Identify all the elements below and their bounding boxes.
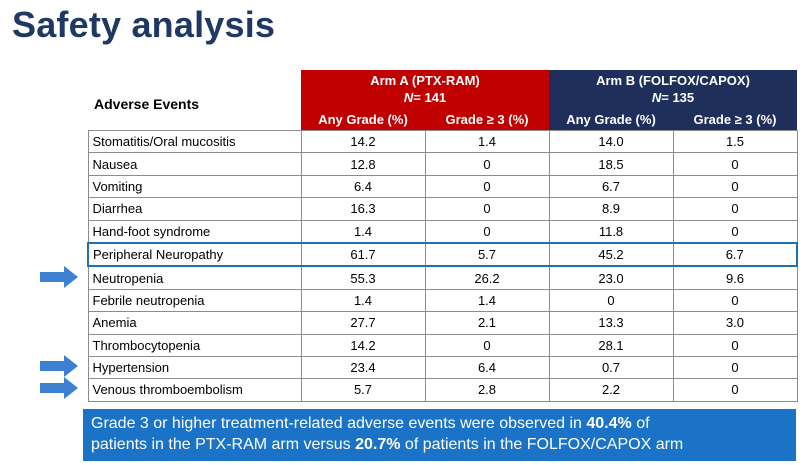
arm-a-any-grade-cell: 1.4 <box>300 288 426 313</box>
arm-b-any-grade-cell: 0.7 <box>548 355 674 380</box>
right-arrow-icon <box>40 377 78 399</box>
table-row: Nausea 12.8 0 18.5 0 <box>87 152 798 176</box>
arm-b-grade3-header: Grade ≥ 3 (%) <box>673 108 797 131</box>
table-row: Hypertension 23.4 6.4 0.7 0 <box>87 355 798 380</box>
event-name: Febrile neutropenia <box>87 288 302 313</box>
arm-b-grade3-cell: 0 <box>672 152 798 176</box>
arm-a-any-grade-cell: 12.8 <box>300 152 426 176</box>
table-row: Vomiting 6.4 0 6.7 0 <box>87 174 798 199</box>
arm-a-grade3-cell: 1.4 <box>424 288 550 313</box>
right-arrow-icon <box>40 355 78 377</box>
arm-a-grade3-cell: 0 <box>424 219 550 244</box>
arm-a-any-grade-cell: 27.7 <box>300 311 426 335</box>
arm-a-grade3-cell: 5.7 <box>424 241 550 268</box>
arm-a-any-grade-cell: 14.2 <box>300 333 426 357</box>
arm-b-any-grade-cell: 6.7 <box>548 174 674 199</box>
arm-b-grade3-cell: 0 <box>672 333 798 357</box>
arm-a-n: N= 141 <box>403 90 447 105</box>
arm-b-grade3-cell: 0 <box>672 197 798 221</box>
arm-b-grade3-cell: 0 <box>672 174 798 199</box>
event-name: Neutropenia <box>87 265 302 290</box>
arm-a-header: Arm A (PTX-RAM) N= 141 <box>301 70 549 108</box>
arm-b-grade3-cell: 3.0 <box>672 311 798 335</box>
arm-b-grade3-cell: 9.6 <box>672 265 798 290</box>
arm-a-rate: 40.4% <box>586 415 632 432</box>
arm-b-grade3-cell: 0 <box>672 219 798 244</box>
event-name: Venous thromboembolism <box>87 378 302 402</box>
arm-b-any-grade-cell: 28.1 <box>548 333 674 357</box>
arm-b-any-grade-cell: 11.8 <box>548 219 674 244</box>
arm-a-grade3-header: Grade ≥ 3 (%) <box>425 108 549 131</box>
arm-b-name: Arm B (FOLFOX/CAPOX) <box>596 73 750 88</box>
table-row: Hand-foot syndrome 1.4 0 11.8 0 <box>87 219 798 244</box>
event-name: Hypertension <box>87 355 302 380</box>
arm-b-any-grade-cell: 0 <box>548 288 674 313</box>
right-arrow-icon <box>40 266 78 288</box>
arm-b-rate: 20.7% <box>355 436 401 453</box>
arm-b-any-grade-cell: 8.9 <box>548 197 674 221</box>
arm-a-any-grade-cell: 14.2 <box>300 129 426 154</box>
arm-a-any-grade-cell: 1.4 <box>300 219 426 244</box>
table-row: Stomatitis/Oral mucositis 14.2 1.4 14.0 1.5 <box>87 129 798 154</box>
table-row: Venous thromboembolism 5.7 2.8 2.2 0 <box>87 378 798 402</box>
table-row: Diarrhea 16.3 0 8.9 0 <box>87 197 798 221</box>
arm-a-any-grade-header: Any Grade (%) <box>301 108 425 131</box>
event-name: Vomiting <box>87 174 302 199</box>
event-name: Hand-foot syndrome <box>87 219 302 244</box>
arm-a-grade3-cell: 1.4 <box>424 129 550 154</box>
arm-a-any-grade-cell: 23.4 <box>300 355 426 380</box>
arm-b-any-grade-cell: 13.3 <box>548 311 674 335</box>
highlighted-table-row: Peripheral Neuropathy 61.7 5.7 45.2 6.7 <box>87 241 798 268</box>
arm-a-grade3-cell: 0 <box>424 197 550 221</box>
table-row: Neutropenia 55.3 26.2 23.0 9.6 <box>87 265 798 290</box>
arm-b-grade3-cell: 1.5 <box>672 129 798 154</box>
event-name: Anemia <box>87 311 302 335</box>
arm-a-any-grade-cell: 55.3 <box>300 265 426 290</box>
arm-a-name: Arm A (PTX-RAM) <box>370 73 480 88</box>
arm-b-any-grade-cell: 18.5 <box>548 152 674 176</box>
arm-b-any-grade-cell: 14.0 <box>548 129 674 154</box>
page-title: Safety analysis <box>12 4 276 45</box>
arm-a-grade3-cell: 6.4 <box>424 355 550 380</box>
arm-b-any-grade-cell: 45.2 <box>548 241 674 268</box>
summary-banner: Grade 3 or higher treatment-related adve… <box>83 409 796 461</box>
arm-a-any-grade-cell: 16.3 <box>300 197 426 221</box>
table-row: Febrile neutropenia 1.4 1.4 0 0 <box>87 288 798 313</box>
arm-a-any-grade-cell: 6.4 <box>300 174 426 199</box>
event-name: Nausea <box>87 152 302 176</box>
arm-a-any-grade-cell: 5.7 <box>300 378 426 402</box>
arm-a-grade3-cell: 0 <box>424 152 550 176</box>
table-row: Anemia 27.7 2.1 13.3 3.0 <box>87 311 798 335</box>
arm-a-grade3-cell: 2.1 <box>424 311 550 335</box>
table-row: Thrombocytopenia 14.2 0 28.1 0 <box>87 333 798 357</box>
arm-b-any-grade-cell: 23.0 <box>548 265 674 290</box>
arm-b-any-grade-header: Any Grade (%) <box>549 108 673 131</box>
arm-b-any-grade-cell: 2.2 <box>548 378 674 402</box>
arm-a-grade3-cell: 26.2 <box>424 265 550 290</box>
arm-b-grade3-cell: 0 <box>672 288 798 313</box>
summary-line-2: patients in the PTX-RAM arm versus 20.7%… <box>91 436 684 453</box>
event-name: Stomatitis/Oral mucositis <box>87 129 302 154</box>
arm-a-any-grade-cell: 61.7 <box>300 241 426 268</box>
event-name: Peripheral Neuropathy <box>87 241 302 268</box>
event-name: Thrombocytopenia <box>87 333 302 357</box>
arm-b-grade3-cell: 0 <box>672 355 798 380</box>
arm-b-grade3-cell: 6.7 <box>672 241 798 268</box>
arm-a-grade3-cell: 2.8 <box>424 378 550 402</box>
arm-b-grade3-cell: 0 <box>672 378 798 402</box>
arm-b-header: Arm B (FOLFOX/CAPOX) N= 135 <box>549 70 797 108</box>
summary-line-1: Grade 3 or higher treatment-related adve… <box>91 415 650 432</box>
arm-a-grade3-cell: 0 <box>424 174 550 199</box>
arm-a-grade3-cell: 0 <box>424 333 550 357</box>
arm-b-n: N= 135 <box>651 90 695 105</box>
adverse-events-header: Adverse Events <box>94 95 200 112</box>
event-name: Diarrhea <box>87 197 302 221</box>
adverse-events-table: Adverse Events Arm A (PTX-RAM) N= 141 Ar… <box>87 70 798 402</box>
